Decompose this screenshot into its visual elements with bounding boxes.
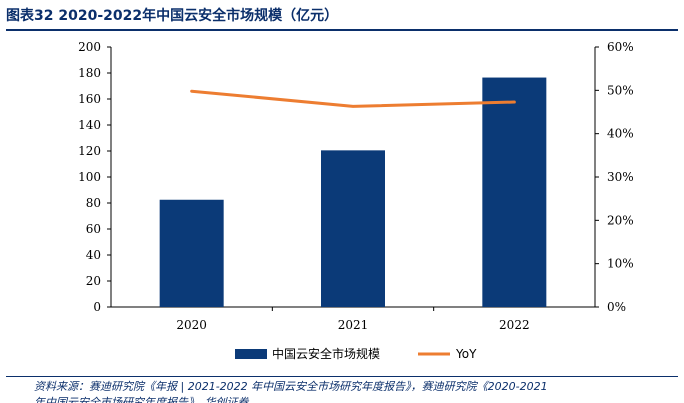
y-left-tick-label: 60 xyxy=(86,222,101,236)
y-right-tick-label: 60% xyxy=(607,40,634,54)
y-right-tick-label: 30% xyxy=(607,170,634,184)
source-rule xyxy=(6,376,678,377)
legend-bar-label: 中国云安全市场规模 xyxy=(272,346,380,361)
bar-2020 xyxy=(159,199,224,307)
source-note: 资料来源：赛迪研究院《年报 | 2021-2022 年中国云安全市场研究年度报告… xyxy=(34,379,678,403)
y-left-tick-label: 120 xyxy=(78,144,101,158)
y-right-tick-label: 20% xyxy=(607,213,634,227)
title-rule xyxy=(6,29,678,31)
bar-2022 xyxy=(482,77,547,307)
source-line-2: 年中国云安全市场研究年度报告》，华创证券 xyxy=(34,396,249,403)
y-right-tick-label: 0% xyxy=(607,300,626,314)
x-tick-label: 2021 xyxy=(338,318,369,332)
y-left-tick-label: 180 xyxy=(78,66,101,80)
y-left-tick-label: 40 xyxy=(86,248,101,262)
figure-title: 图表32 2020-2022年中国云安全市场规模（亿元） xyxy=(6,8,339,24)
source-line-1: 资料来源：赛迪研究院《年报 | 2021-2022 年中国云安全市场研究年度报告… xyxy=(34,380,548,393)
y-right-tick-label: 40% xyxy=(607,127,634,141)
y-right-tick-label: 50% xyxy=(607,83,634,97)
yoy-line xyxy=(190,89,516,108)
y-left-tick-label: 80 xyxy=(86,196,101,210)
y-left-tick-label: 0 xyxy=(93,300,101,314)
legend-bar-swatch xyxy=(235,349,267,359)
y-left-tick-label: 140 xyxy=(78,118,101,132)
legend-line-label: YoY xyxy=(455,347,477,361)
y-left-tick-label: 200 xyxy=(78,40,101,54)
x-tick-label: 2020 xyxy=(176,318,207,332)
y-left-tick-label: 20 xyxy=(86,274,101,288)
y-left-tick-label: 160 xyxy=(78,92,101,106)
y-right-tick-label: 10% xyxy=(607,257,634,271)
x-tick-label: 2022 xyxy=(499,318,530,332)
bar-2021 xyxy=(321,150,385,307)
y-left-tick-label: 100 xyxy=(78,170,101,184)
